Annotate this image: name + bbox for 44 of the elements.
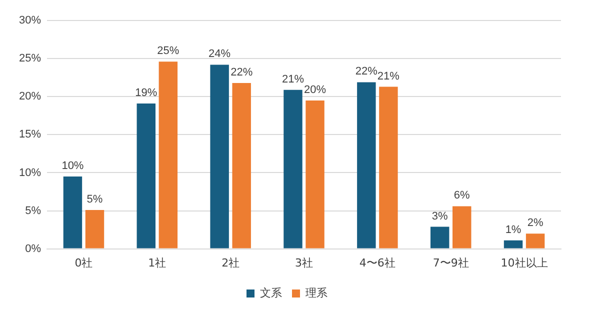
bar xyxy=(232,82,251,248)
x-tick-label: 1社 xyxy=(148,256,166,270)
data-label: 20% xyxy=(304,84,326,96)
data-label: 22% xyxy=(355,66,378,78)
bar xyxy=(526,234,545,248)
x-tick-label: 4〜6社 xyxy=(359,256,396,270)
data-label: 21% xyxy=(282,73,304,86)
bar xyxy=(452,206,472,248)
bar xyxy=(158,62,178,248)
y-tick-label: 25% xyxy=(18,52,42,65)
data-label: 2% xyxy=(527,217,544,230)
bar xyxy=(63,176,82,248)
data-label: 25% xyxy=(157,45,180,58)
data-label: 5% xyxy=(86,194,103,206)
y-tick-label: 20% xyxy=(18,90,42,103)
data-label: 24% xyxy=(208,48,231,60)
bar xyxy=(306,100,324,248)
x-tick-label: 7〜9社 xyxy=(432,256,469,270)
y-tick-label: 5% xyxy=(25,204,42,217)
data-label: 10% xyxy=(62,160,84,172)
bar xyxy=(357,82,376,248)
x-tick-label: 3社 xyxy=(295,256,314,270)
data-label: 6% xyxy=(454,190,470,202)
bar xyxy=(85,210,104,248)
data-label: 22% xyxy=(230,66,253,79)
x-tick-label: 0社 xyxy=(74,256,93,270)
y-tick-label: 10% xyxy=(18,166,42,179)
bar xyxy=(284,90,302,248)
y-tick-label: 15% xyxy=(18,128,42,141)
y-tick-label: 30% xyxy=(18,14,42,27)
data-label: 21% xyxy=(377,70,400,82)
bar xyxy=(504,240,523,248)
data-label: 3% xyxy=(432,210,448,222)
x-tick-label: 2社 xyxy=(222,256,240,270)
bar xyxy=(210,64,229,248)
data-label: 19% xyxy=(135,87,158,100)
legend-label: 文系 xyxy=(260,286,282,300)
legend-label: 理系 xyxy=(306,286,328,300)
bar xyxy=(136,104,156,248)
bar xyxy=(379,86,398,248)
x-tick-label: 10社以上 xyxy=(500,256,548,270)
data-label: 1% xyxy=(505,224,522,236)
y-tick-label: 0% xyxy=(25,242,42,255)
bar xyxy=(430,226,450,248)
